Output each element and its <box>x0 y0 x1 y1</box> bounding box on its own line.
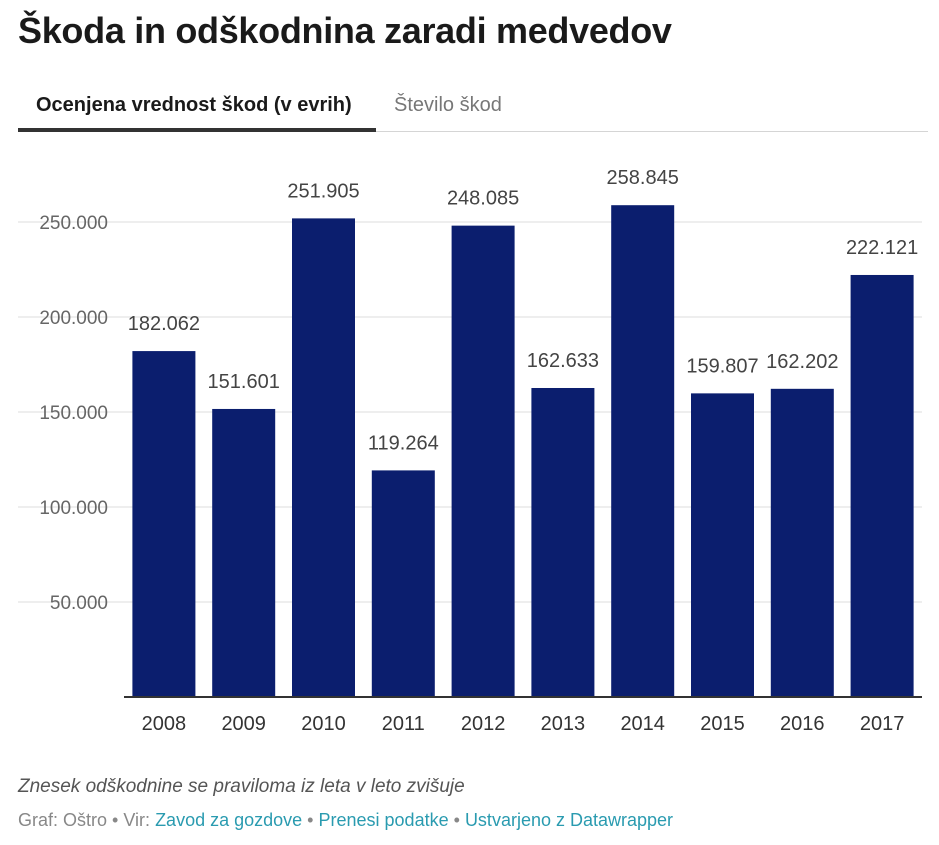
value-label: 248.085 <box>447 188 519 210</box>
y-axis-ticks: 50.000 100.000 150.000 200.000 250.000 <box>39 213 108 614</box>
value-label: 251.905 <box>287 180 359 202</box>
bar-2016 <box>770 388 834 697</box>
value-label: 119.264 <box>368 432 439 454</box>
x-axis-ticks: 2008 2009 2010 2011 2012 2013 2014 2015 2016 2017 <box>142 713 905 735</box>
x-tick-label: 2015 <box>700 713 745 735</box>
footer-separator: • <box>307 810 314 830</box>
y-tick-label: 250.000 <box>39 213 108 234</box>
bar-2014 <box>611 205 675 697</box>
graph-credit: Graf: Oštro <box>18 810 108 830</box>
bar-2008 <box>132 351 196 697</box>
tab-estimated-damage[interactable]: Ocenjena vrednost škod (v evrih) <box>18 88 376 132</box>
y-tick-label: 150.000 <box>39 403 108 424</box>
download-data-link[interactable]: Prenesi podatke <box>318 810 449 830</box>
bar-2009 <box>212 408 276 697</box>
x-tick-label: 2009 <box>221 713 266 735</box>
tab-divider <box>18 131 928 132</box>
x-tick-label: 2014 <box>620 713 665 735</box>
chart-note: Znesek odškodnine se praviloma iz leta v… <box>18 776 465 797</box>
bar-2010 <box>292 218 355 697</box>
footer-separator: • <box>453 810 460 830</box>
value-label: 222.121 <box>846 237 918 259</box>
bar-2011 <box>371 470 435 697</box>
bar-chart: 50.000 100.000 150.000 200.000 250.000 182.0… <box>18 167 922 735</box>
chart-title: Škoda in odškodnina zaradi medvedov <box>18 10 672 51</box>
x-tick-label: 2011 <box>382 713 425 735</box>
value-label: 151.601 <box>208 371 280 393</box>
value-label: 258.845 <box>607 167 679 189</box>
y-tick-label: 200.000 <box>39 308 108 329</box>
x-tick-label: 2016 <box>780 713 825 735</box>
bar-2012 <box>451 225 515 697</box>
chart-footer: Graf: Oštro • Vir: Zavod za gozdove • Pr… <box>18 810 673 831</box>
value-label: 159.807 <box>686 355 758 377</box>
tab-damage-count[interactable]: Število škod <box>394 94 502 116</box>
datawrapper-link[interactable]: Ustvarjeno z Datawrapper <box>464 810 674 830</box>
value-label: 162.633 <box>527 350 599 372</box>
x-tick-label: 2013 <box>541 713 586 735</box>
source-link[interactable]: Zavod za gozdove <box>155 810 303 830</box>
bar-2015 <box>691 393 754 697</box>
x-tick-label: 2008 <box>142 713 187 735</box>
bar-2013 <box>531 387 595 697</box>
source-prefix: Vir: <box>123 810 151 830</box>
tab-bar: Ocenjena vrednost škod (v evrih) Število… <box>18 88 928 132</box>
bars <box>132 205 914 697</box>
y-tick-label: 50.000 <box>50 593 108 614</box>
x-tick-label: 2010 <box>301 713 346 735</box>
footer-separator: • <box>112 810 119 830</box>
value-label: 182.062 <box>128 313 200 335</box>
x-tick-label: 2017 <box>860 713 905 735</box>
y-tick-label: 100.000 <box>39 498 108 519</box>
x-tick-label: 2012 <box>461 713 506 735</box>
value-label: 162.202 <box>766 351 838 373</box>
value-labels: 182.062 151.601 251.905 119.264 248.085 162.6… <box>128 167 918 454</box>
bar-2017 <box>850 274 914 697</box>
